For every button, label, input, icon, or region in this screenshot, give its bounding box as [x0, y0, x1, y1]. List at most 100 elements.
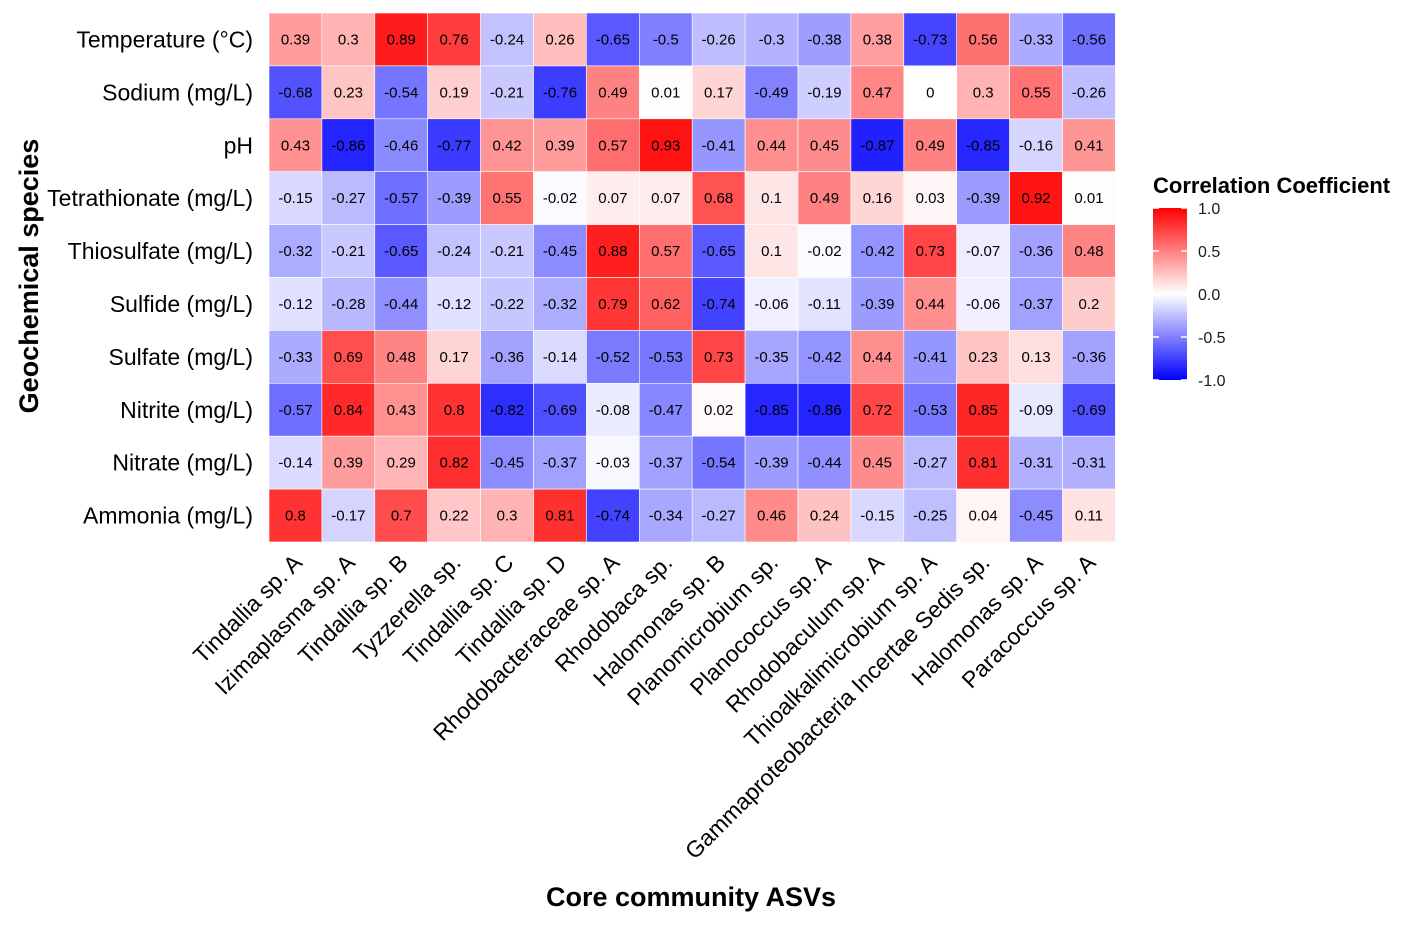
- y-tick-label: Thiosulfate (mg/L): [68, 238, 253, 264]
- heatmap-cell: [321, 224, 376, 278]
- heatmap-cell: [533, 382, 587, 437]
- cell-value-label: -0.86: [807, 402, 841, 419]
- cell-value-label: -0.39: [860, 296, 894, 313]
- heatmap-cell: [1062, 277, 1116, 331]
- cell-value-label: -0.26: [1072, 84, 1106, 101]
- cell-value-label: 0: [926, 84, 934, 101]
- heatmap-cell: [1062, 12, 1116, 67]
- cell-value-label: 0.76: [440, 31, 469, 48]
- heatmap-cell: [427, 330, 481, 384]
- heatmap-cell: [797, 277, 852, 331]
- cell-value-label: 0.22: [440, 508, 469, 525]
- heatmap-cell: [586, 382, 640, 437]
- cell-value-label: 0.23: [334, 84, 363, 101]
- heatmap-cell: [480, 118, 534, 173]
- heatmap-cell: [903, 488, 957, 543]
- cell-value-label: -0.74: [702, 296, 736, 313]
- heatmap-cell: [480, 65, 534, 120]
- cell-value-label: -0.16: [1019, 137, 1053, 154]
- heatmap-cell: [268, 277, 323, 331]
- cell-value-label: -0.08: [596, 402, 630, 419]
- heatmap-cell: [691, 224, 746, 278]
- heatmap-cell: [427, 277, 481, 331]
- cell-value-label: 0.82: [440, 455, 469, 472]
- heatmap-cell: [1009, 330, 1063, 384]
- heatmap-cell: [638, 330, 693, 384]
- cell-value-label: -0.19: [807, 84, 841, 101]
- heatmap-cell: [321, 435, 376, 490]
- heatmap-cell: [903, 382, 957, 437]
- heatmap-cell: [744, 330, 799, 384]
- heatmap-cell: [956, 488, 1010, 543]
- cell-value-label: 0.23: [969, 349, 998, 366]
- heatmap-cell: [427, 118, 481, 173]
- heatmap-cell: [586, 118, 640, 173]
- cell-value-label: -0.36: [1019, 243, 1053, 260]
- heatmap-cell: [321, 65, 376, 120]
- cell-value-label: -0.41: [702, 137, 736, 154]
- heatmap-cell: [956, 12, 1010, 67]
- cell-value-label: 0.45: [810, 137, 839, 154]
- cell-value-label: -0.12: [437, 296, 471, 313]
- heatmap-cell: [374, 488, 428, 543]
- cell-value-label: -0.24: [490, 31, 524, 48]
- heatmap-cell: [586, 330, 640, 384]
- cell-value-label: 0.07: [598, 190, 627, 207]
- y-tick-label: Sulfide (mg/L): [110, 291, 253, 317]
- cell-value-label: 0.93: [651, 137, 680, 154]
- heatmap-cell: [797, 171, 852, 225]
- legend-tick-label: 0.0: [1198, 287, 1220, 304]
- cell-value-label: -0.02: [543, 190, 577, 207]
- cell-value-label: 0.81: [969, 455, 998, 472]
- cell-value-label: 0.44: [863, 349, 892, 366]
- legend-tick-label: -0.5: [1198, 330, 1226, 347]
- heatmap-cell: [374, 382, 428, 437]
- cell-value-label: -0.37: [543, 455, 577, 472]
- cell-value-label: -0.36: [490, 349, 524, 366]
- cell-value-label: -0.22: [490, 296, 524, 313]
- cell-value-label: -0.77: [437, 137, 471, 154]
- cell-value-label: -0.15: [278, 190, 312, 207]
- cell-value-label: -0.14: [543, 349, 577, 366]
- heatmap-cell: [374, 118, 428, 173]
- heatmap-cell: [374, 224, 428, 278]
- heatmap-cell: [850, 12, 905, 67]
- y-axis-title: Geochemical species: [14, 139, 44, 414]
- heatmap-cell: [903, 12, 957, 67]
- cell-value-label: -0.68: [278, 84, 312, 101]
- heatmap-cell: [1062, 435, 1116, 490]
- cell-value-label: -0.12: [278, 296, 312, 313]
- cell-value-label: -0.03: [596, 455, 630, 472]
- heatmap-cell: [903, 118, 957, 173]
- cell-value-label: -0.41: [913, 349, 947, 366]
- cell-value-label: -0.21: [490, 243, 524, 260]
- heatmap-cells: [268, 12, 1116, 543]
- y-tick-label: Sulfate (mg/L): [109, 344, 253, 370]
- cell-value-label: 0.43: [387, 402, 416, 419]
- heatmap-cell: [1062, 171, 1116, 225]
- cell-value-label: -0.73: [913, 31, 947, 48]
- heatmap-cell: [586, 435, 640, 490]
- cell-value-label: 0.73: [704, 349, 733, 366]
- cell-value-label: -0.53: [913, 402, 947, 419]
- heatmap-cell: [374, 435, 428, 490]
- cell-value-label: -0.37: [649, 455, 683, 472]
- cell-value-label: -0.26: [702, 31, 736, 48]
- cell-value-label: 0.49: [598, 84, 627, 101]
- y-tick-label: Sodium (mg/L): [102, 79, 253, 105]
- legend-title: Correlation Coefficient: [1153, 173, 1391, 198]
- heatmap-cell: [797, 65, 852, 120]
- heatmap-cell: [374, 171, 428, 225]
- heatmap-cell: [268, 435, 323, 490]
- cell-value-label: -0.49: [754, 84, 788, 101]
- cell-value-label: 0.79: [598, 296, 627, 313]
- cell-value-label: -0.54: [702, 455, 736, 472]
- cell-value-label: -0.54: [384, 84, 418, 101]
- heatmap-cell: [638, 382, 693, 437]
- heatmap-cell: [797, 224, 852, 278]
- heatmap-cell: [533, 277, 587, 331]
- heatmap-cell: [480, 12, 534, 67]
- heatmap-cell: [1062, 330, 1116, 384]
